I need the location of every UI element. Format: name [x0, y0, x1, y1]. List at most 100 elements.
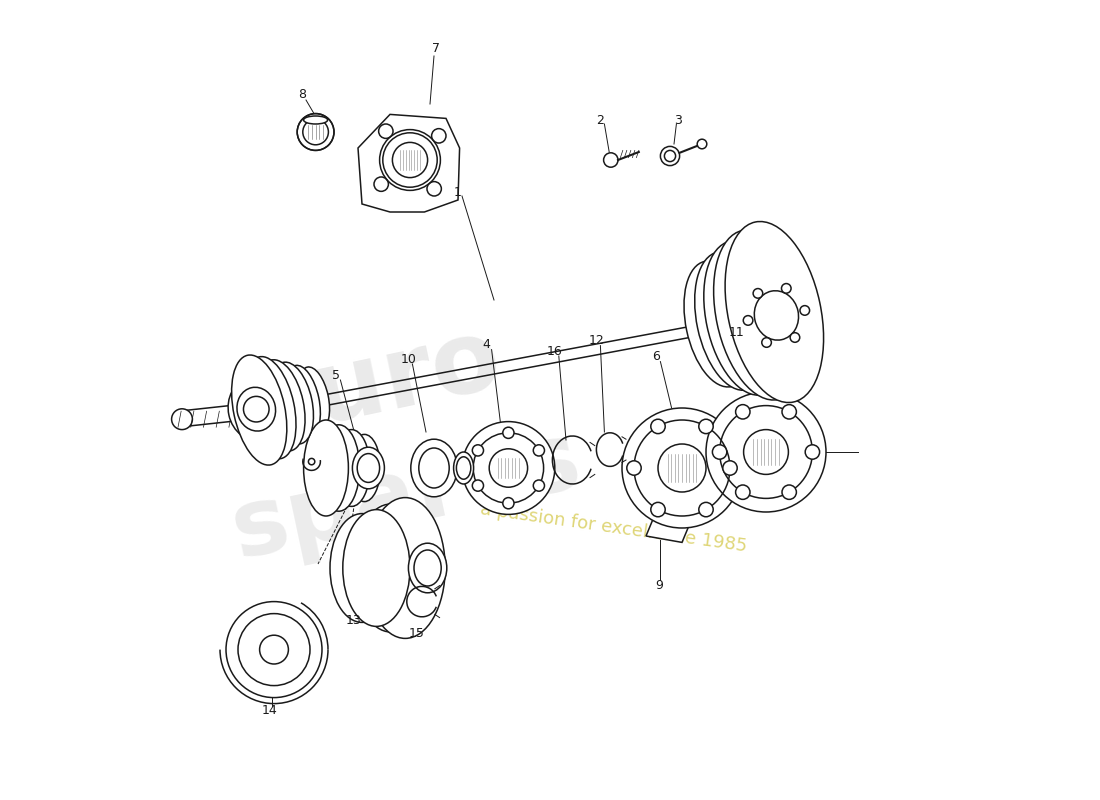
Ellipse shape — [410, 439, 458, 497]
Circle shape — [744, 430, 789, 474]
Ellipse shape — [695, 252, 770, 390]
Circle shape — [534, 480, 544, 491]
Circle shape — [736, 405, 750, 419]
Ellipse shape — [318, 425, 360, 511]
Circle shape — [698, 419, 713, 434]
Text: 14: 14 — [262, 704, 278, 717]
Ellipse shape — [725, 222, 824, 402]
Circle shape — [782, 485, 796, 499]
Ellipse shape — [408, 543, 447, 593]
Ellipse shape — [298, 367, 330, 430]
Ellipse shape — [714, 230, 807, 400]
Ellipse shape — [453, 452, 474, 484]
Circle shape — [781, 283, 791, 293]
Ellipse shape — [236, 387, 276, 431]
Circle shape — [308, 458, 315, 465]
Circle shape — [658, 444, 706, 492]
Ellipse shape — [232, 355, 287, 465]
Text: 10: 10 — [400, 353, 416, 366]
Polygon shape — [646, 488, 698, 542]
Circle shape — [427, 182, 441, 196]
Text: 2: 2 — [596, 114, 604, 126]
Ellipse shape — [304, 116, 328, 124]
Text: 8: 8 — [298, 88, 306, 101]
Ellipse shape — [304, 420, 349, 516]
Circle shape — [713, 445, 727, 459]
Text: spares: spares — [223, 414, 588, 578]
Circle shape — [664, 150, 675, 162]
Ellipse shape — [742, 278, 811, 354]
Text: 4: 4 — [483, 338, 491, 351]
Text: 5: 5 — [331, 369, 340, 382]
Ellipse shape — [352, 447, 384, 489]
Circle shape — [790, 333, 800, 342]
Circle shape — [762, 338, 771, 347]
Ellipse shape — [365, 498, 446, 638]
Circle shape — [503, 427, 514, 438]
Text: 12: 12 — [588, 334, 604, 347]
Circle shape — [297, 114, 334, 150]
Circle shape — [374, 177, 388, 191]
Ellipse shape — [684, 261, 752, 387]
Circle shape — [243, 396, 270, 422]
Ellipse shape — [358, 454, 379, 482]
Circle shape — [302, 119, 329, 145]
Circle shape — [800, 306, 810, 315]
Circle shape — [383, 133, 437, 187]
Circle shape — [651, 419, 666, 434]
Ellipse shape — [414, 550, 441, 586]
Circle shape — [697, 139, 707, 149]
Circle shape — [462, 422, 554, 514]
Circle shape — [226, 602, 322, 698]
Ellipse shape — [704, 241, 789, 395]
Circle shape — [472, 445, 484, 456]
Circle shape — [692, 473, 701, 482]
Circle shape — [660, 146, 680, 166]
Ellipse shape — [271, 362, 314, 444]
Circle shape — [736, 485, 750, 499]
Text: 6: 6 — [652, 350, 660, 363]
Circle shape — [503, 498, 514, 509]
Circle shape — [431, 129, 446, 143]
Text: 13: 13 — [346, 614, 362, 627]
Text: a passion for excellence 1985: a passion for excellence 1985 — [480, 500, 749, 556]
Ellipse shape — [257, 360, 305, 451]
Ellipse shape — [456, 457, 471, 479]
Circle shape — [172, 409, 192, 430]
Circle shape — [754, 289, 762, 298]
Text: 7: 7 — [432, 42, 440, 54]
Circle shape — [627, 461, 641, 475]
Text: 16: 16 — [547, 345, 563, 358]
Ellipse shape — [333, 430, 370, 506]
Ellipse shape — [419, 448, 449, 488]
Text: 9: 9 — [654, 579, 662, 592]
Circle shape — [260, 635, 288, 664]
Circle shape — [534, 445, 544, 456]
Ellipse shape — [343, 510, 410, 626]
Circle shape — [651, 502, 666, 517]
Ellipse shape — [349, 434, 381, 502]
Circle shape — [490, 449, 528, 487]
Circle shape — [698, 502, 713, 517]
Circle shape — [723, 461, 737, 475]
Circle shape — [706, 392, 826, 512]
Text: 1: 1 — [454, 186, 462, 198]
Circle shape — [805, 445, 820, 459]
Ellipse shape — [354, 504, 428, 632]
Polygon shape — [358, 114, 460, 212]
Ellipse shape — [330, 514, 394, 622]
Circle shape — [782, 405, 796, 419]
Text: 15: 15 — [408, 627, 425, 640]
Text: euro: euro — [239, 310, 509, 458]
Circle shape — [393, 142, 428, 178]
Text: 11: 11 — [728, 326, 745, 339]
Ellipse shape — [286, 366, 320, 436]
Circle shape — [472, 480, 484, 491]
Ellipse shape — [228, 378, 285, 441]
Circle shape — [378, 124, 393, 138]
Ellipse shape — [755, 290, 799, 340]
Circle shape — [604, 153, 618, 167]
Text: 3: 3 — [674, 114, 682, 126]
Ellipse shape — [244, 357, 296, 459]
Circle shape — [744, 316, 752, 326]
